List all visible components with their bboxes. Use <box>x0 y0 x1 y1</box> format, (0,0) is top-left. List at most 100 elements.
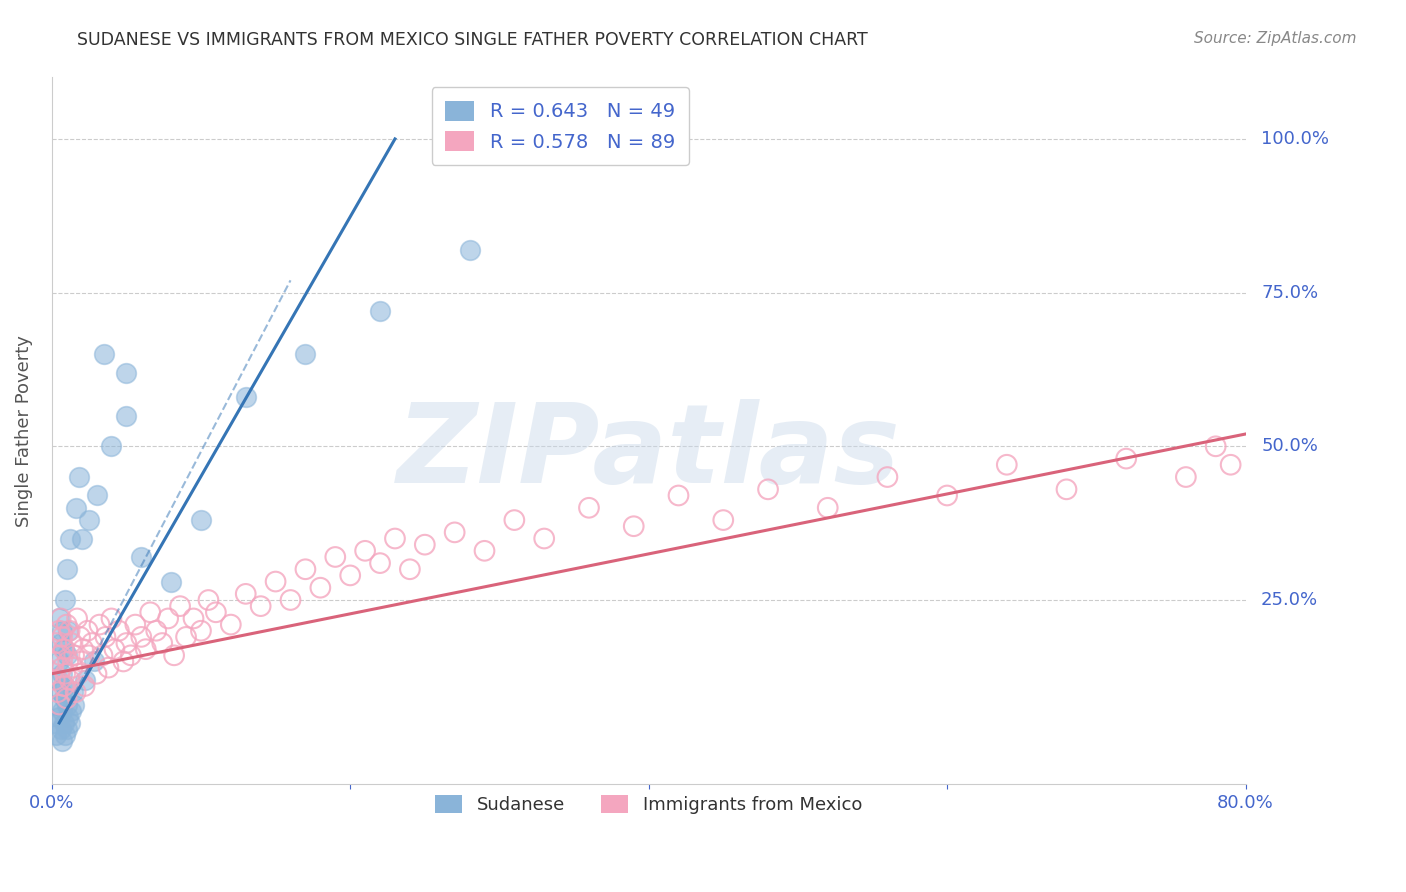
Point <box>150 636 173 650</box>
Text: 50.0%: 50.0% <box>1261 437 1317 455</box>
Point <box>56 710 79 724</box>
Point <box>160 574 183 589</box>
Point <box>129 630 152 644</box>
Point <box>77 648 100 663</box>
Point <box>91 648 114 663</box>
Point <box>190 624 212 638</box>
Point <box>60 704 83 718</box>
Point <box>474 544 496 558</box>
Point <box>668 488 690 502</box>
Point <box>1205 439 1227 453</box>
Point <box>67 666 90 681</box>
Point <box>97 660 120 674</box>
Point <box>1219 458 1241 472</box>
Point <box>52 715 75 730</box>
Point <box>100 439 122 453</box>
Point <box>120 648 142 663</box>
Point <box>46 685 69 699</box>
Point <box>93 347 115 361</box>
Point <box>42 655 65 669</box>
Point <box>995 458 1018 472</box>
Point <box>65 685 87 699</box>
Point <box>53 593 76 607</box>
Point <box>72 642 94 657</box>
Point <box>51 734 73 748</box>
Point <box>51 630 73 644</box>
Point <box>59 715 82 730</box>
Point <box>1115 451 1137 466</box>
Point <box>205 605 228 619</box>
Point <box>135 642 157 657</box>
Point <box>86 488 108 502</box>
Point <box>280 593 302 607</box>
Point <box>53 666 76 681</box>
Point <box>53 679 76 693</box>
Point <box>108 624 131 638</box>
Point <box>45 728 67 742</box>
Text: 100.0%: 100.0% <box>1261 130 1329 148</box>
Point <box>711 513 734 527</box>
Text: 25.0%: 25.0% <box>1261 591 1319 609</box>
Legend: Sudanese, Immigrants from Mexico: Sudanese, Immigrants from Mexico <box>425 784 873 825</box>
Point <box>52 642 75 657</box>
Point <box>294 562 316 576</box>
Point <box>103 642 125 657</box>
Point <box>53 728 76 742</box>
Point <box>249 599 271 614</box>
Point <box>219 617 242 632</box>
Point <box>503 513 526 527</box>
Point <box>73 673 96 687</box>
Point <box>51 666 73 681</box>
Point <box>115 409 138 423</box>
Point <box>49 611 72 625</box>
Y-axis label: Single Father Poverty: Single Father Poverty <box>15 335 32 527</box>
Point <box>100 611 122 625</box>
Point <box>51 660 73 674</box>
Point <box>48 611 70 625</box>
Point <box>73 679 96 693</box>
Point <box>62 685 84 699</box>
Point <box>323 549 346 564</box>
Point <box>235 390 257 404</box>
Point <box>63 648 86 663</box>
Point <box>44 698 66 712</box>
Point <box>42 715 65 730</box>
Text: 75.0%: 75.0% <box>1261 284 1319 301</box>
Point <box>578 500 600 515</box>
Point <box>163 648 186 663</box>
Point <box>1056 483 1078 497</box>
Point <box>70 532 93 546</box>
Point <box>44 673 66 687</box>
Point <box>115 636 138 650</box>
Point <box>458 243 481 257</box>
Point <box>65 500 87 515</box>
Point <box>56 655 79 669</box>
Point <box>1174 470 1197 484</box>
Point <box>533 532 555 546</box>
Point <box>145 624 167 638</box>
Point <box>936 488 959 502</box>
Point <box>70 655 93 669</box>
Point <box>80 636 103 650</box>
Point <box>115 366 138 380</box>
Point <box>139 605 162 619</box>
Point <box>309 581 332 595</box>
Point <box>112 655 135 669</box>
Point <box>59 624 82 638</box>
Point <box>48 698 70 712</box>
Point <box>56 624 79 638</box>
Point <box>45 636 67 650</box>
Point <box>55 698 77 712</box>
Point <box>55 648 77 663</box>
Point <box>354 544 377 558</box>
Point <box>48 710 70 724</box>
Point <box>183 611 205 625</box>
Point <box>384 532 406 546</box>
Point <box>197 593 219 607</box>
Text: SUDANESE VS IMMIGRANTS FROM MEXICO SINGLE FATHER POVERTY CORRELATION CHART: SUDANESE VS IMMIGRANTS FROM MEXICO SINGL… <box>77 31 868 49</box>
Point <box>169 599 191 614</box>
Point <box>413 538 436 552</box>
Point <box>129 549 152 564</box>
Point <box>94 630 117 644</box>
Point <box>52 642 75 657</box>
